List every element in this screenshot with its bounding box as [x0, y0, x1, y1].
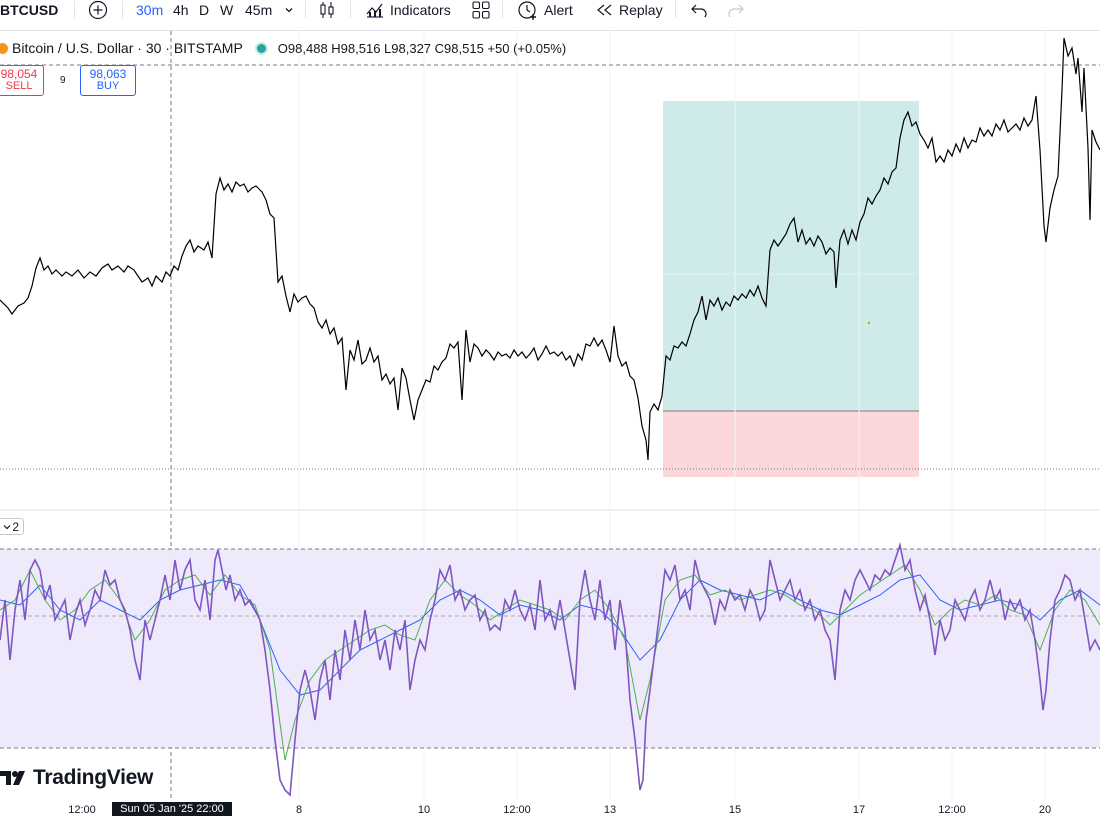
- interval-w-label: W: [220, 2, 234, 18]
- redo-button[interactable]: [727, 0, 745, 20]
- indicator-count: 2: [12, 519, 19, 534]
- market-status-icon[interactable]: [256, 43, 266, 53]
- vertical-gridlines: [298, 31, 1046, 800]
- interval-d-label: D: [199, 2, 210, 18]
- interval-w[interactable]: W: [220, 0, 233, 20]
- tradingview-logo-icon: [0, 771, 25, 785]
- time-axis-label: 12:00: [503, 804, 531, 816]
- zone-marker: [867, 321, 871, 325]
- time-axis-label: 17: [852, 804, 866, 816]
- time-axis-label: 12:00: [938, 804, 966, 816]
- interval-30m-label: 30m: [136, 2, 164, 18]
- time-axis-label: 12:00: [68, 804, 96, 816]
- time-axis-label: 10: [417, 804, 431, 816]
- crosshair-time-label: Sun 05 Jan '25 22:00: [112, 802, 232, 816]
- symbol-legend[interactable]: Bitcoin / U.S. Dollar · 30 · BITSTAMP O9…: [0, 38, 566, 58]
- interval-dropdown-button[interactable]: [283, 0, 295, 20]
- candle-type-icon: [320, 2, 334, 18]
- logo-text: TradingView: [33, 766, 154, 789]
- symbol-label: BTCUSD: [0, 2, 59, 18]
- redo-icon: [728, 4, 744, 17]
- chevron-down-icon: [3, 524, 11, 529]
- layout-icon: [472, 1, 490, 19]
- loss-zone[interactable]: [663, 411, 919, 477]
- spread-value: 9: [60, 75, 66, 86]
- indicators-button[interactable]: Indicators: [365, 0, 451, 20]
- alert-icon: [518, 1, 536, 20]
- interval-45m[interactable]: 45m: [245, 0, 272, 20]
- interval-30m[interactable]: 30m: [136, 0, 163, 20]
- time-axis-label: 20: [1038, 804, 1052, 816]
- interval-d[interactable]: D: [199, 0, 209, 20]
- toolbar-divider: [0, 30, 1100, 31]
- buy-label: BUY: [96, 80, 120, 92]
- interval-4h-label: 4h: [173, 2, 189, 18]
- time-axis-label: 13: [603, 804, 617, 816]
- layout-button[interactable]: [472, 0, 490, 20]
- indicator-collapse-button[interactable]: 2: [0, 518, 24, 535]
- sell-button[interactable]: 98,054 SELL: [0, 65, 44, 96]
- undo-icon: [691, 4, 707, 17]
- legend-ohlc: O98,488 H98,516 L98,327 C98,515 +50 (+0.…: [277, 40, 567, 56]
- legend-title: Bitcoin / U.S. Dollar · 30 · BITSTAMP: [12, 40, 243, 56]
- interval-4h[interactable]: 4h: [173, 0, 189, 20]
- rsi-ma-blue-line: [0, 574, 1100, 696]
- replay-label: Replay: [619, 2, 663, 18]
- interval-dropdown-icon: [285, 8, 293, 13]
- top-toolbar: BTCUSD 30m 4h D W 45m: [0, 0, 1100, 20]
- tradingview-logo[interactable]: TradingView: [0, 766, 153, 790]
- profit-zone[interactable]: [663, 101, 919, 411]
- sell-label: SELL: [5, 80, 33, 92]
- buy-button[interactable]: 98,063 BUY: [80, 65, 136, 96]
- symbol-search[interactable]: BTCUSD: [0, 0, 58, 20]
- price-series-line[interactable]: [0, 37, 1100, 461]
- time-axis-label: 8: [295, 804, 303, 816]
- add-symbol-icon: [88, 0, 108, 20]
- chart-type-button[interactable]: [318, 0, 336, 20]
- alert-label: Alert: [544, 2, 573, 18]
- bitcoin-icon: [0, 42, 8, 54]
- indicators-label: Indicators: [390, 2, 451, 18]
- buy-price: 98,063: [89, 67, 127, 81]
- alert-button[interactable]: Alert: [517, 0, 573, 20]
- rsi-line[interactable]: [0, 541, 1100, 797]
- sell-price: 98,054: [0, 67, 38, 81]
- interval-45m-label: 45m: [245, 2, 273, 18]
- add-symbol-button[interactable]: [88, 0, 108, 20]
- time-axis-label: 15: [728, 804, 742, 816]
- undo-button[interactable]: [690, 0, 708, 20]
- indicators-icon: [366, 3, 383, 18]
- rsi-band: [0, 549, 1100, 748]
- replay-button[interactable]: Replay: [596, 0, 663, 20]
- replay-icon: [597, 4, 612, 16]
